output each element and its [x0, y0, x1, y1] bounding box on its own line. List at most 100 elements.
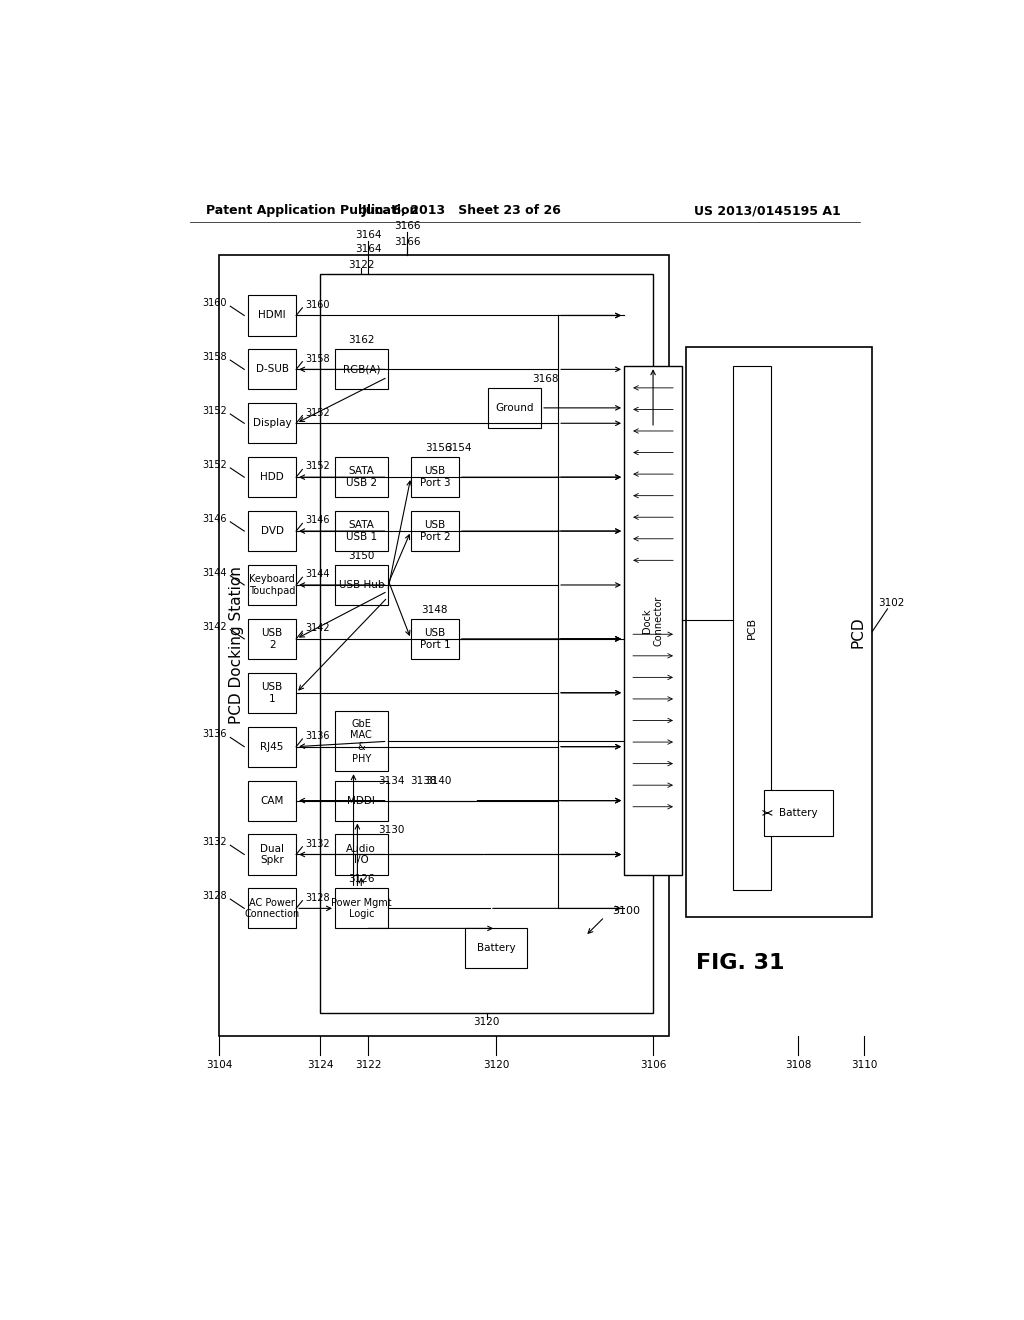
Bar	[335, 457, 388, 498]
Text: 3136: 3136	[305, 731, 330, 741]
Text: 3130: 3130	[378, 825, 404, 834]
Text: 3106: 3106	[640, 1060, 667, 1071]
Text: 3166: 3166	[394, 222, 420, 231]
Text: 3154: 3154	[444, 444, 471, 453]
Text: Dock
Connector: Dock Connector	[642, 595, 664, 645]
Text: AC Power
Connection: AC Power Connection	[245, 898, 300, 919]
Text: PCD Docking Station: PCD Docking Station	[229, 566, 244, 725]
Bar	[335, 834, 388, 874]
Text: RGB(A): RGB(A)	[342, 364, 380, 375]
Text: MDDI: MDDI	[347, 796, 375, 805]
Bar	[321, 275, 653, 1014]
Bar	[248, 565, 296, 605]
Text: DVD: DVD	[261, 527, 284, 536]
Bar	[248, 296, 296, 335]
Text: 3146: 3146	[203, 513, 227, 524]
Text: Patent Application Publication: Patent Application Publication	[206, 205, 418, 218]
Bar	[248, 673, 296, 713]
Text: 3156: 3156	[426, 444, 452, 453]
Text: 3144: 3144	[203, 568, 227, 578]
Text: Battery: Battery	[779, 808, 818, 818]
Text: 3140: 3140	[426, 776, 452, 785]
Text: 3104: 3104	[206, 1060, 232, 1071]
Bar	[248, 834, 296, 874]
Bar	[335, 780, 388, 821]
Bar	[248, 457, 296, 498]
Text: 3142: 3142	[305, 623, 330, 634]
Text: 3168: 3168	[531, 374, 558, 384]
Text: USB
Port 1: USB Port 1	[420, 628, 451, 649]
Text: Jun. 6, 2013   Sheet 23 of 26: Jun. 6, 2013 Sheet 23 of 26	[361, 205, 561, 218]
Bar	[732, 367, 771, 890]
Bar	[248, 780, 296, 821]
Text: 3144: 3144	[305, 569, 330, 579]
Text: US 2013/0145195 A1: US 2013/0145195 A1	[694, 205, 841, 218]
Text: 3138: 3138	[410, 776, 436, 785]
Text: Display: Display	[253, 418, 292, 428]
Text: 3142: 3142	[203, 622, 227, 631]
Bar	[248, 888, 296, 928]
Bar	[411, 619, 459, 659]
Bar	[335, 565, 388, 605]
Text: 3162: 3162	[348, 335, 375, 345]
Text: Audio
I/O: Audio I/O	[346, 843, 376, 866]
Text: USB Hub: USB Hub	[339, 579, 384, 590]
Bar	[764, 789, 834, 836]
Text: 3128: 3128	[203, 891, 227, 902]
Text: 3160: 3160	[305, 300, 330, 310]
Text: 3128: 3128	[305, 892, 330, 903]
Text: 3132: 3132	[305, 838, 330, 849]
Bar	[411, 511, 459, 552]
Bar	[248, 726, 296, 767]
Text: PCD: PCD	[851, 616, 865, 648]
Text: PCB: PCB	[746, 616, 757, 639]
Text: 3120: 3120	[474, 1018, 500, 1027]
Text: 3158: 3158	[305, 354, 330, 363]
Text: USB
Port 3: USB Port 3	[420, 466, 451, 488]
Text: Keyboard
Touchpad: Keyboard Touchpad	[249, 574, 295, 595]
Text: 3134: 3134	[378, 776, 404, 785]
Text: CAM: CAM	[260, 796, 284, 805]
Bar	[248, 619, 296, 659]
Text: 3152: 3152	[305, 462, 330, 471]
Bar	[686, 347, 872, 917]
Bar	[624, 367, 682, 874]
Text: D-SUB: D-SUB	[256, 364, 289, 375]
Bar	[411, 457, 459, 498]
Text: 3160: 3160	[203, 298, 227, 308]
Text: 3150: 3150	[348, 550, 375, 561]
Text: 3152: 3152	[305, 408, 330, 417]
Text: 3124: 3124	[307, 1060, 334, 1071]
Bar	[488, 388, 541, 428]
Text: FIG. 31: FIG. 31	[696, 953, 784, 973]
Bar	[465, 928, 527, 969]
Text: 3158: 3158	[203, 352, 227, 362]
Text: 3164: 3164	[355, 231, 382, 240]
Text: 3146: 3146	[305, 515, 330, 525]
Bar	[335, 350, 388, 389]
Text: 3166: 3166	[394, 236, 420, 247]
Text: 3126: 3126	[348, 874, 375, 884]
Text: SATA
USB 1: SATA USB 1	[346, 520, 377, 543]
Text: Dual
Spkr: Dual Spkr	[260, 843, 284, 866]
Bar	[248, 511, 296, 552]
Text: SATA
USB 2: SATA USB 2	[346, 466, 377, 488]
Text: USB
1: USB 1	[261, 682, 283, 704]
Text: GbE
MAC
&
PHY: GbE MAC & PHY	[350, 719, 372, 764]
Text: Power Mgmt
Logic: Power Mgmt Logic	[331, 898, 391, 919]
Text: USB
2: USB 2	[261, 628, 283, 649]
Bar	[335, 888, 388, 928]
Text: 3152: 3152	[203, 407, 227, 416]
Text: 3122: 3122	[348, 260, 375, 269]
Text: Ground: Ground	[496, 403, 534, 413]
Text: 3152: 3152	[203, 459, 227, 470]
Text: 3148: 3148	[422, 605, 449, 615]
Text: 3120: 3120	[483, 1060, 509, 1071]
Bar	[248, 350, 296, 389]
Bar	[219, 255, 669, 1036]
Text: 3122: 3122	[355, 1060, 382, 1071]
Text: 3102: 3102	[879, 598, 904, 607]
Bar	[335, 511, 388, 552]
Text: 3132: 3132	[203, 837, 227, 847]
Text: 3164: 3164	[355, 244, 382, 255]
